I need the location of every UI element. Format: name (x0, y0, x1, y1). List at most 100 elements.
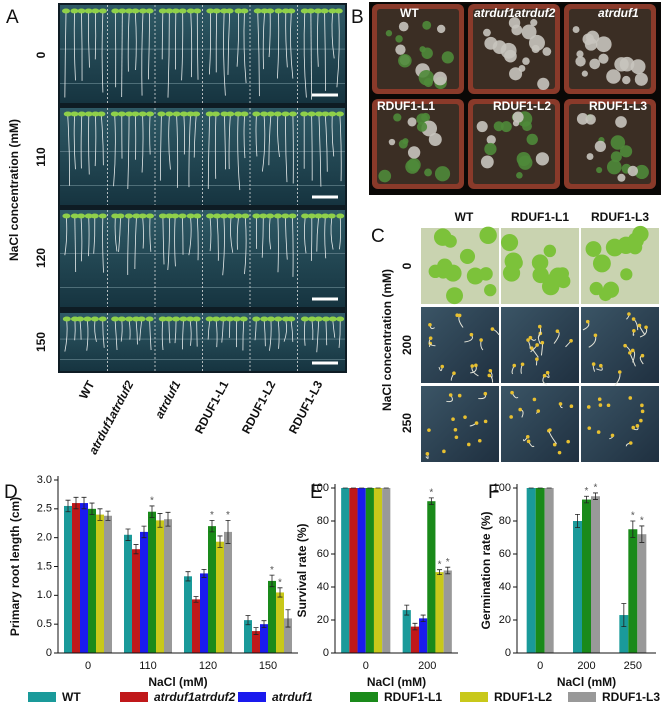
seed (474, 421, 479, 425)
cotyledon (171, 8, 180, 14)
seed (483, 419, 488, 424)
cotyledon (273, 213, 282, 219)
seed (427, 428, 431, 432)
root (67, 115, 70, 186)
root (167, 12, 170, 98)
root (74, 217, 77, 273)
cotyledon (252, 111, 261, 117)
bar (341, 488, 350, 653)
seed (591, 362, 596, 366)
plant (422, 20, 432, 30)
error-bar (630, 520, 636, 538)
seed (428, 322, 432, 327)
error-bar (185, 571, 191, 582)
root (182, 217, 184, 255)
cotyledon (84, 8, 93, 14)
seed (548, 428, 552, 432)
legend-swatch (568, 692, 596, 702)
seed (545, 370, 550, 375)
seed (483, 391, 488, 396)
bar (260, 624, 268, 653)
plant (576, 112, 589, 125)
plant (407, 117, 417, 127)
root (277, 12, 280, 79)
significance-mark: * (446, 557, 450, 568)
root (167, 217, 170, 271)
root (262, 115, 266, 172)
root (161, 320, 164, 351)
root (224, 115, 226, 170)
panel-letter: E (310, 482, 323, 503)
cotyledon (306, 8, 315, 14)
bar (164, 519, 172, 653)
cotyledon (205, 111, 214, 117)
column-label: WT (76, 378, 97, 402)
cotyledon (212, 8, 221, 14)
root (80, 115, 83, 169)
cotyledon (91, 111, 100, 117)
cotyledon (131, 111, 140, 117)
root (168, 320, 171, 344)
seed (479, 338, 483, 342)
root (113, 115, 116, 187)
cotyledon (314, 111, 323, 117)
legend-swatch (120, 692, 148, 702)
y-tick-label: 1.0 (37, 589, 52, 601)
cotyledon (321, 111, 330, 117)
plant (483, 28, 491, 37)
cotyledon (314, 316, 323, 322)
cotyledon (98, 8, 107, 14)
bar (132, 549, 140, 653)
plant (537, 77, 550, 90)
root (74, 320, 76, 341)
plant (385, 30, 393, 37)
seed (525, 434, 530, 439)
legend-swatch (28, 692, 56, 702)
root (114, 217, 118, 252)
plant (594, 140, 607, 152)
seedling (532, 266, 549, 284)
legend-swatch (238, 692, 266, 702)
seed (469, 332, 474, 337)
root (338, 320, 341, 348)
cotyledon (226, 111, 235, 117)
root (207, 115, 211, 189)
root (268, 115, 272, 166)
plant (434, 166, 451, 182)
plant (512, 120, 520, 127)
root (339, 217, 342, 250)
cotyledon (172, 111, 181, 117)
bar (619, 615, 629, 653)
y-tick-label: 0 (46, 647, 52, 659)
root (183, 115, 185, 155)
bar (410, 626, 420, 653)
root (139, 320, 142, 341)
plant (572, 26, 580, 34)
y-tick-label: 100 (493, 482, 511, 494)
seed (586, 405, 591, 409)
seedling (556, 274, 571, 289)
plant (634, 72, 648, 86)
y-label: NaCl concentration (mM) (380, 269, 394, 411)
root (223, 12, 226, 96)
cotyledon (287, 316, 296, 322)
plant (630, 59, 646, 75)
root (244, 217, 247, 275)
seed (425, 452, 430, 456)
y-tick-label: 0.5 (37, 618, 52, 630)
seed (610, 433, 615, 438)
cotyledon (164, 316, 173, 322)
plant (398, 139, 408, 149)
plant (428, 133, 442, 147)
legend-swatch (460, 692, 488, 702)
plant (508, 17, 521, 29)
cotyledon (192, 111, 201, 117)
root (290, 12, 294, 79)
pot-label: WT (400, 6, 419, 20)
root (127, 115, 130, 189)
plant (606, 69, 621, 84)
root (311, 320, 314, 340)
cotyledon (110, 111, 119, 117)
plant (516, 172, 523, 179)
